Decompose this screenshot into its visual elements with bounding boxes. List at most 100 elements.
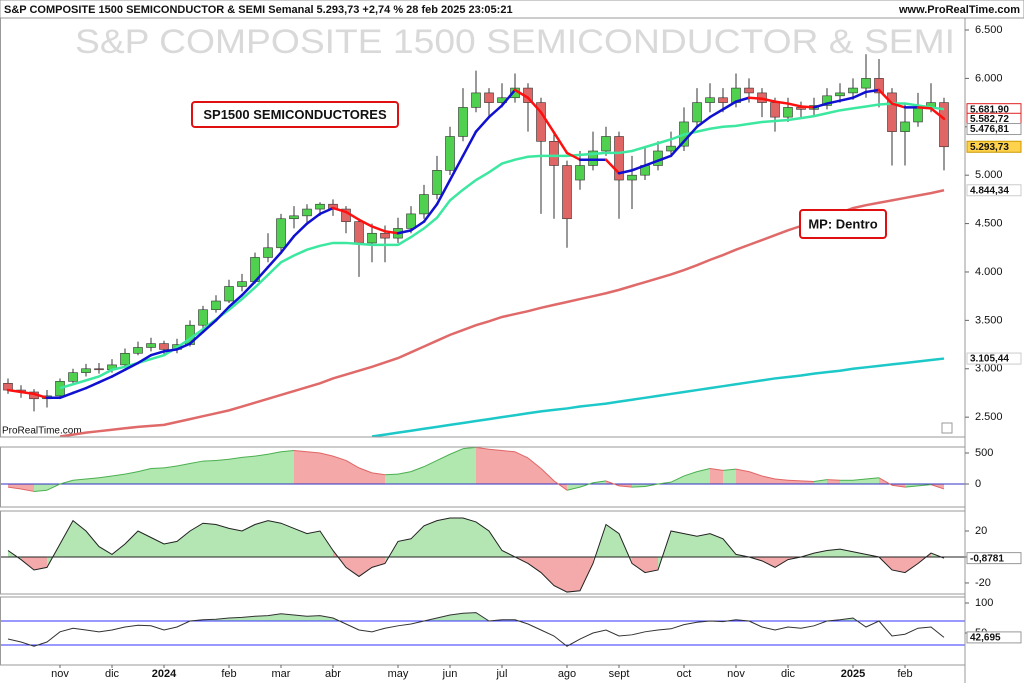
area-segment (73, 520, 86, 557)
moving-average (59, 102, 945, 390)
area-segment (242, 524, 255, 557)
indicator-segment (423, 459, 438, 468)
area-segment (34, 484, 47, 492)
moving-average-segment (266, 251, 283, 269)
indicator-segment (800, 480, 815, 483)
panel (0, 447, 965, 492)
moving-average-segment (695, 115, 712, 129)
area-segment (684, 533, 697, 557)
last-value-box (966, 123, 1022, 136)
indicator-segment (280, 450, 295, 453)
candle-body (536, 102, 546, 142)
moving-average-segment (513, 88, 530, 100)
moving-average-segment (58, 391, 75, 400)
indicator-segment (111, 473, 126, 477)
area-segment (775, 556, 788, 568)
panel-frame (0, 510, 966, 595)
candle-body (822, 95, 832, 106)
indicator-segment (371, 472, 386, 476)
panel (3, 54, 949, 437)
moving-average-segment (396, 229, 413, 235)
moving-average-segment (760, 97, 777, 103)
candle-body (744, 87, 754, 94)
area-segment (866, 477, 879, 485)
moving-average-segment (630, 164, 647, 172)
last-value-label: 42,695 (970, 633, 1001, 644)
x-tick-label: dic (781, 668, 796, 680)
indicator-segment (345, 460, 360, 469)
area-segment (606, 524, 619, 557)
moving-average-segment (123, 361, 140, 371)
moving-average-segment (669, 140, 686, 158)
indicator-segment (384, 473, 399, 476)
area-segment (749, 471, 762, 485)
moving-average-segment (149, 350, 166, 357)
last-value-box (966, 184, 1022, 197)
area-segment (21, 484, 34, 492)
candle-body (861, 78, 871, 89)
indicator-segment (735, 468, 750, 473)
header-title: S&P COMPOSITE 1500 SEMICONDUCTOR & SEMI … (4, 4, 513, 16)
area-segment (840, 480, 853, 485)
moving-average-segment (838, 96, 855, 102)
moving-average-segment (110, 368, 127, 378)
panel-frame (0, 446, 966, 508)
candle-body (770, 102, 780, 118)
candle-body (302, 208, 312, 217)
moving-average-segment (279, 234, 296, 254)
indicator-segment (761, 475, 776, 480)
annotation: SP1500 SEMICONDUCTORES (203, 107, 387, 122)
indicator-line (7, 517, 945, 593)
indicator-segment (696, 468, 711, 473)
candle-body (68, 372, 78, 382)
moving-average-segment (214, 305, 231, 322)
moving-average-segment (747, 96, 764, 100)
x-tick-label: may (388, 668, 409, 680)
moving-average-segment (32, 392, 49, 400)
candle-body (419, 194, 429, 215)
moving-average-segment (201, 319, 218, 334)
indicator-segment (722, 468, 737, 471)
area-segment (216, 459, 229, 485)
indicator-segment (709, 468, 724, 471)
indicator-segment (670, 475, 685, 483)
area-segment (151, 467, 164, 485)
area-segment (125, 471, 138, 485)
area-segment (541, 468, 554, 485)
area-segment (190, 523, 203, 557)
indicator-segment (904, 485, 919, 488)
area-segment (385, 474, 398, 485)
last-value-label: -0,8781 (970, 553, 1004, 564)
moving-average-segment (162, 348, 179, 353)
candle-body (627, 174, 637, 181)
info-icon[interactable] (941, 422, 953, 434)
area-segment (320, 531, 333, 557)
indicator-segment (592, 480, 607, 484)
moving-average-segment (383, 230, 400, 235)
indicator-segment (293, 450, 308, 453)
indicator-segment (644, 483, 659, 487)
area-segment (463, 447, 476, 485)
area-segment (463, 518, 476, 557)
indicator-segment (852, 478, 867, 481)
moving-average-segment (487, 104, 504, 119)
moving-average (371, 357, 945, 437)
area-segment (684, 471, 697, 485)
x-tick-label: mar (272, 668, 291, 680)
area-segment (762, 475, 775, 485)
y-tick-label: 4.000 (975, 266, 1003, 278)
candle-body (94, 368, 104, 371)
indicator-segment (683, 471, 698, 477)
x-tick-label: jun (442, 668, 458, 680)
y-tick-label: 2.500 (975, 411, 1003, 423)
annotation-box (191, 101, 399, 128)
indicator-segment (150, 467, 165, 470)
header-site[interactable]: www.ProRealTime.com (898, 4, 1020, 16)
x-tick-label: 2025 (841, 668, 865, 680)
moving-average-segment (240, 280, 257, 297)
indicator-segment (748, 471, 763, 477)
moving-average-segment (604, 158, 621, 175)
candle-body (237, 281, 247, 287)
